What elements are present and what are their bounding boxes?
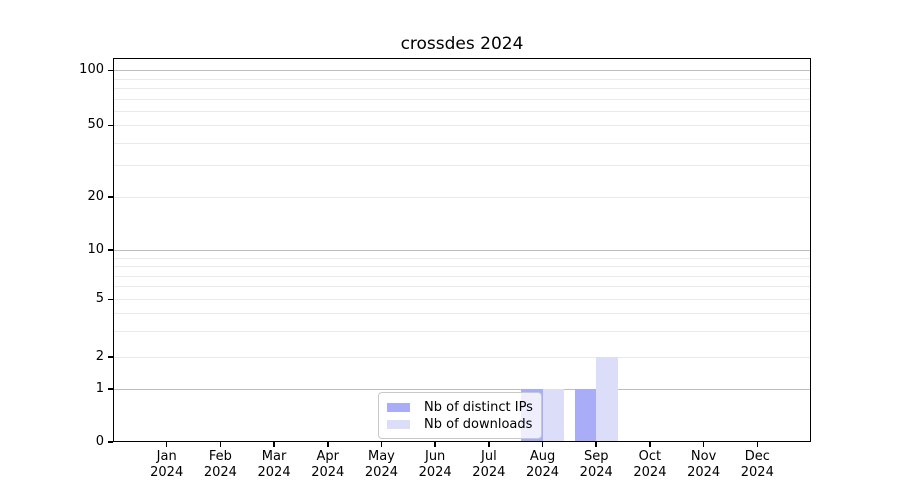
legend-item-distinct-ips: Nb of distinct IPs [387,399,533,416]
y-gridline-minor-6 [113,286,811,287]
y-tick-10 [108,249,113,251]
y-gridline-minor-40 [113,142,811,144]
x-tick-label-jan: Jan 2024 [135,449,199,481]
y-tick-label-1: 1 [95,380,104,396]
x-tick-label-dec: Dec 2024 [725,449,789,481]
x-tick-year: 2024 [364,465,398,480]
x-tick-month: May [368,449,395,464]
x-tick-month: Feb [208,449,232,464]
y-gridline-minor-30 [113,165,811,166]
bar-sep-downloads [596,356,618,441]
x-tick-sep [595,442,597,447]
y-gridline-major-1 [113,388,811,390]
x-tick-jan [165,442,168,447]
y-tick-100 [108,69,113,71]
x-tick-year: 2024 [740,465,774,480]
y-tick-20 [108,196,113,198]
y-gridline-minor-4 [113,313,811,314]
y-tick-2 [108,356,113,358]
x-tick-year: 2024 [150,465,184,480]
y-gridline-major-10 [113,249,811,251]
x-tick-month: Dec [744,449,770,464]
x-tick-label-may: May 2024 [349,449,413,481]
y-gridline-minor-20 [113,196,811,198]
y-gridline-minor-80 [113,87,811,89]
y-gridline-minor-90 [113,78,811,80]
legend-label-downloads: Nb of downloads [424,417,533,432]
x-tick-label-mar: Mar 2024 [242,449,306,481]
x-tick-label-jun: Jun 2024 [403,449,467,481]
x-tick-label-oct: Oct 2024 [618,449,682,481]
legend-label-distinct-ips: Nb of distinct IPs [424,400,533,415]
x-tick-label-feb: Feb 2024 [188,449,252,481]
x-tick-aug [541,442,544,447]
x-tick-label-jul: Jul 2024 [457,449,521,481]
y-tick-label-2: 2 [95,348,104,364]
x-tick-mar [273,442,275,447]
x-tick-year: 2024 [579,465,613,480]
x-tick-month: Aug [529,449,556,464]
y-gridline-minor-3 [113,331,811,332]
x-tick-year: 2024 [472,465,506,480]
x-tick-label-nov: Nov 2024 [672,449,736,481]
y-gridline-minor-5 [113,299,811,300]
y-tick-5 [108,298,113,300]
legend-swatch-distinct-ips [387,403,410,412]
x-tick-year: 2024 [525,465,560,480]
x-tick-label-apr: Apr 2024 [296,449,360,481]
y-tick-1 [108,388,113,390]
y-gridline-minor-70 [113,98,811,100]
x-tick-year: 2024 [418,465,452,480]
legend: Nb of distinct IPs Nb of downloads [378,392,542,439]
x-tick-apr [327,442,329,447]
y-tick-label-5: 5 [95,291,104,306]
y-tick-0 [108,441,113,443]
x-tick-month: Mar [261,449,287,464]
x-tick-month: Sep [583,449,609,464]
x-tick-year: 2024 [633,465,667,480]
y-gridline-minor-8 [113,266,811,267]
x-tick-year: 2024 [311,465,345,480]
x-tick-year: 2024 [257,465,291,480]
y-gridline-minor-2 [113,356,811,358]
x-tick-label-aug: Aug 2024 [511,449,575,481]
y-gridline-minor-50 [113,125,811,126]
bar-sep-distinct-ips [574,388,597,441]
x-tick-oct [649,442,651,447]
bar-aug-downloads [542,388,565,441]
chart-title: crossdes 2024 [400,34,524,54]
y-tick-label-20: 20 [87,188,104,204]
y-tick-label-100: 100 [79,62,104,77]
x-tick-label-sep: Sep 2024 [564,449,628,481]
x-tick-month: Jan [156,449,177,464]
x-tick-month: Nov [690,449,717,464]
x-tick-may [380,442,383,447]
legend-swatch-downloads [387,420,410,429]
x-tick-month: Jul [481,449,497,464]
x-tick-month: Apr [316,449,340,464]
x-tick-jul [488,442,490,447]
y-tick-50 [108,124,113,126]
x-tick-dec [756,442,759,447]
y-gridline-minor-7 [113,275,811,277]
x-tick-jun [434,442,436,447]
y-gridline-minor-60 [113,110,811,112]
y-tick-label-0: 0 [95,433,104,449]
y-tick-label-50: 50 [87,117,104,132]
x-tick-year: 2024 [687,465,721,480]
y-gridline-minor-9 [113,257,811,259]
x-tick-month: Jun [424,449,446,464]
legend-item-downloads: Nb of downloads [387,416,533,433]
x-tick-feb [219,442,222,447]
plot-area [113,58,811,442]
y-gridline-major-100 [113,70,811,71]
x-tick-nov [702,442,705,447]
x-tick-month: Oct [638,449,662,464]
x-tick-year: 2024 [203,465,237,480]
y-tick-label-10: 10 [87,241,104,257]
